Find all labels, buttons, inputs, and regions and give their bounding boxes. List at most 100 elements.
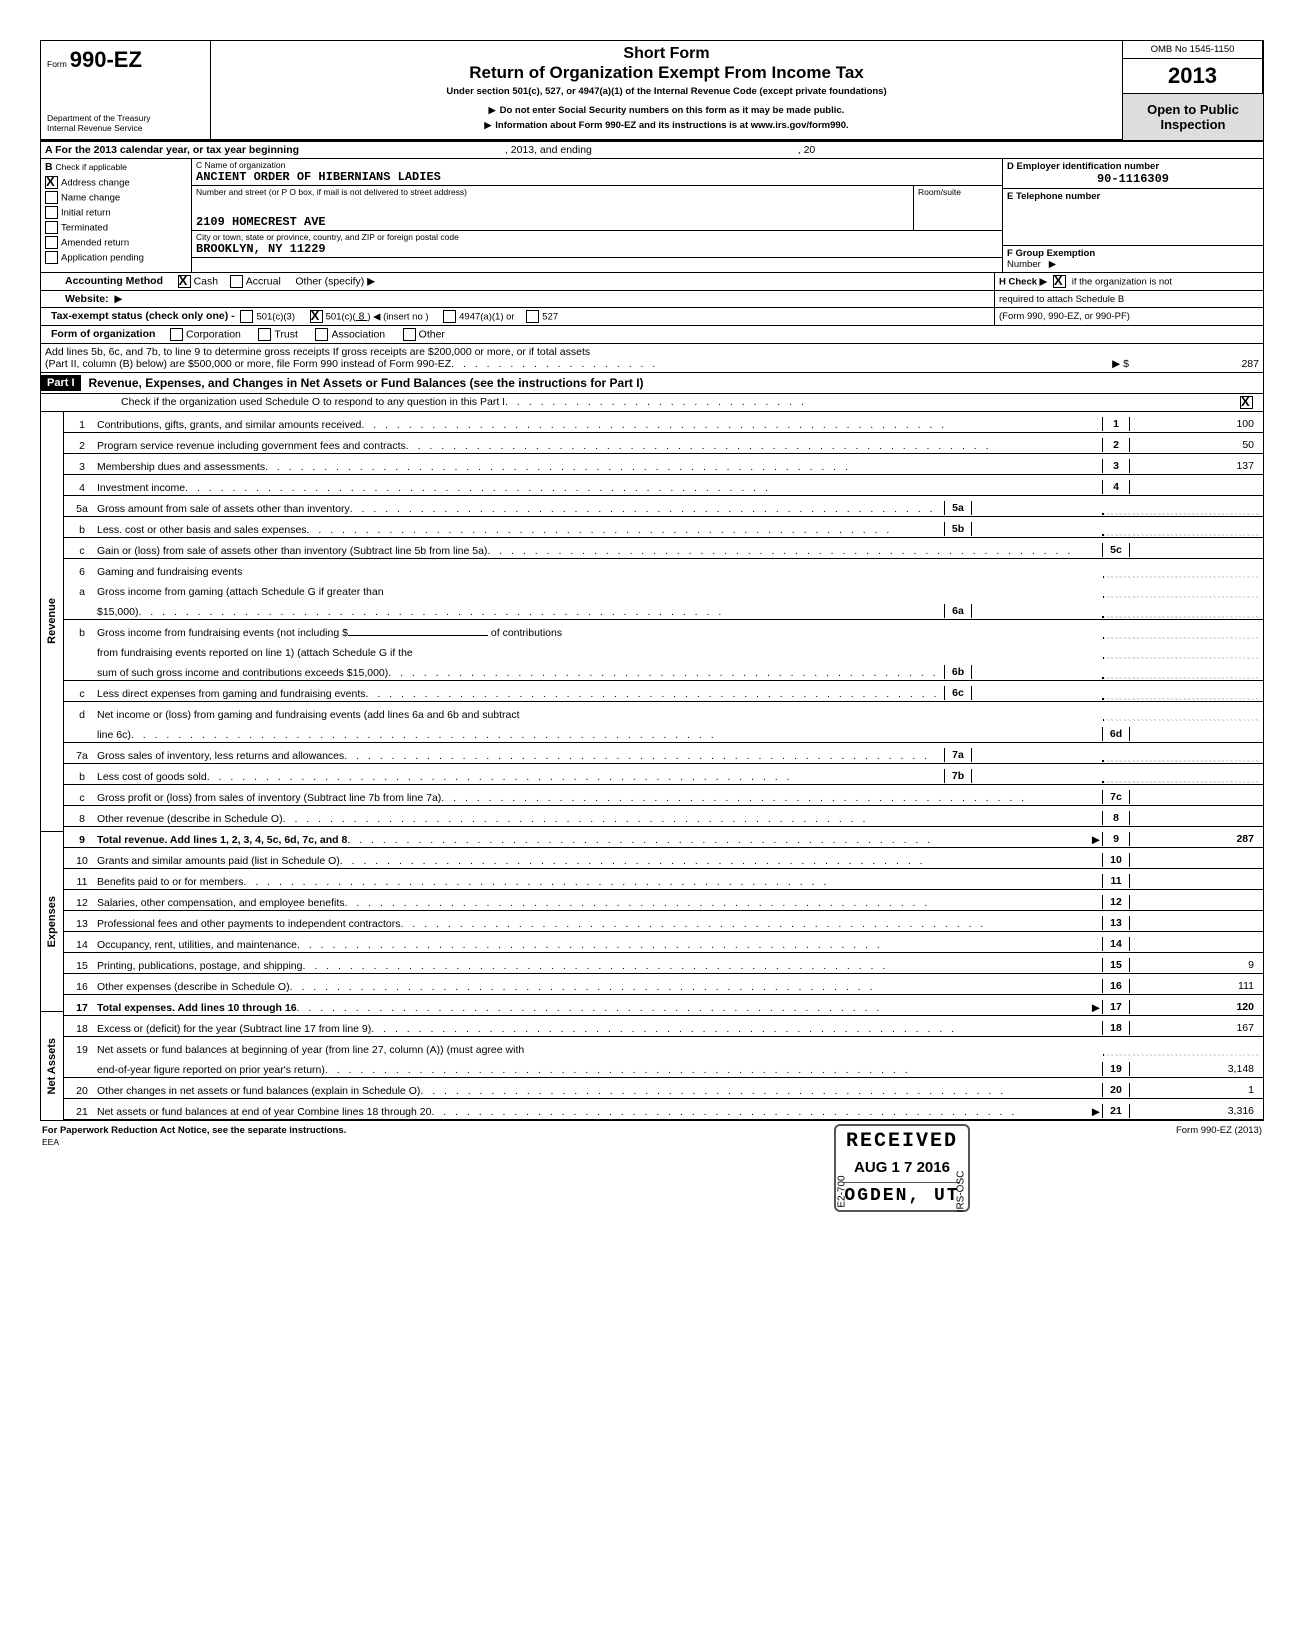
line-amt xyxy=(972,698,1103,700)
line-amt: 9 xyxy=(1130,958,1260,972)
org-name: ANCIENT ORDER OF HIBERNIANS LADIES xyxy=(196,170,998,184)
j-c3-checkbox[interactable] xyxy=(240,310,253,323)
b-checkbox[interactable] xyxy=(45,251,58,264)
b-checkbox[interactable] xyxy=(45,206,58,219)
c-name-label: C Name of organization xyxy=(196,160,998,170)
line-amt: 137 xyxy=(1130,459,1260,473)
dots: . . . . . . . . . . . . . . . . . . xyxy=(451,358,1112,370)
f-arrow: ▶ xyxy=(1049,259,1056,270)
line-label: Gain or (loss) from sale of assets other… xyxy=(97,545,487,557)
line-num: d xyxy=(67,709,97,721)
line-label: from fundraising events reported on line… xyxy=(97,647,1103,659)
dots: . . . . . . . . . . . . . . . . . . . . … xyxy=(344,750,944,762)
line-label: Net income or (loss) from gaming and fun… xyxy=(97,709,1103,721)
shade-box xyxy=(1103,576,1130,578)
shade-amt xyxy=(1130,576,1260,578)
j-527-checkbox[interactable] xyxy=(526,310,539,323)
line-17: 17 Total expenses. Add lines 10 through … xyxy=(64,995,1263,1016)
dots: . . . . . . . . . . . . . . . . . . . . … xyxy=(185,482,1102,494)
inspection: Inspection xyxy=(1125,117,1261,132)
header-row: Form 990-EZ Department of the Treasury I… xyxy=(41,41,1263,142)
k-trust-checkbox[interactable] xyxy=(258,328,271,341)
part1-check-text: Check if the organization used Schedule … xyxy=(121,396,505,409)
cash-checkbox[interactable] xyxy=(178,275,191,288)
year: 2013 xyxy=(1123,59,1263,94)
line-num: b xyxy=(67,771,97,783)
dots: . . . . . . . . . . . . . . . . . . . . … xyxy=(365,688,944,700)
stamp-ogden: OGDEN, UT xyxy=(844,1182,959,1206)
line-19-2: end-of-year figure reported on prior yea… xyxy=(64,1057,1263,1078)
line-num: 7a xyxy=(67,750,97,762)
line-7a: 7a Gross sales of inventory, less return… xyxy=(64,743,1263,764)
warn1: Do not enter Social Security numbers on … xyxy=(500,105,845,116)
shade-amt xyxy=(1130,698,1260,700)
dots: . . . . . . . . . . . . . . . . . . . . … xyxy=(302,960,1102,972)
dots: . . . . . . . . . . . . . . . . . . . . … xyxy=(344,897,1102,909)
k-corp-checkbox[interactable] xyxy=(170,328,183,341)
k-other-checkbox[interactable] xyxy=(403,328,416,341)
line-box: 7b xyxy=(944,769,972,783)
line-box: 11 xyxy=(1102,874,1130,888)
line-label: Gaming and fundraising events xyxy=(97,566,1103,578)
j-c3: 501(c)(3) xyxy=(256,311,295,322)
line-6d-2: line 6c). . . . . . . . . . . . . . . . … xyxy=(64,722,1263,743)
line-label: Printing, publications, postage, and shi… xyxy=(97,960,302,972)
line-num: c xyxy=(67,792,97,804)
b-checkbox[interactable] xyxy=(45,191,58,204)
line-label: line 6c) xyxy=(97,729,131,741)
section-a: A For the 2013 calendar year, or tax yea… xyxy=(41,142,1263,159)
line-18: 18 Excess or (deficit) for the year (Sub… xyxy=(64,1016,1263,1037)
f-label2: Number xyxy=(1007,259,1041,270)
j-527: 527 xyxy=(542,311,558,322)
dots: . . . . . . . . . . . . . . . . . . . . … xyxy=(406,440,1102,452)
line-box: 19 xyxy=(1102,1062,1130,1076)
b-item: Address change xyxy=(41,175,191,190)
b-checkbox[interactable] xyxy=(45,236,58,249)
line-label: Less cost of goods sold xyxy=(97,771,207,783)
b-item: Terminated xyxy=(41,220,191,235)
b-checkbox[interactable] xyxy=(45,221,58,234)
line-box: 6b xyxy=(944,665,972,679)
shade-box xyxy=(1103,513,1130,515)
g-arrow: ▶ xyxy=(367,275,375,287)
k-assoc-checkbox[interactable] xyxy=(315,328,328,341)
bcdef-block: B Check if applicable Address changeName… xyxy=(41,159,1263,272)
j-c-num: 8 xyxy=(359,310,365,322)
dots: . . . . . . . . . . . . . . . . . . . . … xyxy=(243,876,1102,888)
j-4947: 4947(a)(1) or xyxy=(459,311,514,322)
b-item: Amended return xyxy=(41,235,191,250)
line-amt xyxy=(1130,949,1260,951)
shade-amt xyxy=(1130,781,1260,783)
line-num: b xyxy=(67,524,97,536)
line-label: Salaries, other compensation, and employ… xyxy=(97,897,344,909)
j-c-checkbox[interactable] xyxy=(310,310,323,323)
c-addr-label: Number and street (or P O box, if mail i… xyxy=(196,187,909,197)
a-label: A For the 2013 calendar year, or tax yea… xyxy=(45,144,299,156)
accrual-checkbox[interactable] xyxy=(230,275,243,288)
stamp-date: AUG 1 7 2016 xyxy=(844,1159,959,1176)
b-checkbox[interactable] xyxy=(45,176,58,189)
ein: 90-1116309 xyxy=(1007,172,1259,186)
h-checkbox[interactable] xyxy=(1053,275,1066,288)
line-box: 13 xyxy=(1102,916,1130,930)
part1-checkbox[interactable] xyxy=(1240,396,1253,409)
line-box: 18 xyxy=(1102,1021,1130,1035)
dots: . . . . . . . . . . . . . . . . . . . . … xyxy=(505,396,1240,409)
dots: . . . . . . . . . . . . . . . . . . . . … xyxy=(361,419,1102,431)
line-label: Gross income from fundraising events (no… xyxy=(97,627,348,639)
j-4947-checkbox[interactable] xyxy=(443,310,456,323)
line-num: 5a xyxy=(67,503,97,515)
line-10: 10 Grants and similar amounts paid (list… xyxy=(64,848,1263,869)
line-amt xyxy=(1130,802,1260,804)
i-label: Website: xyxy=(65,293,109,305)
line-13: 13 Professional fees and other payments … xyxy=(64,911,1263,932)
dots: . . . . . . . . . . . . . . . . . . . . … xyxy=(131,729,1102,741)
line-num: 9 xyxy=(67,834,97,846)
line-box: 2 xyxy=(1102,438,1130,452)
warn2: Information about Form 990-EZ and its in… xyxy=(495,120,848,131)
b-item-label: Address change xyxy=(61,177,130,188)
line-label: sum of such gross income and contributio… xyxy=(97,667,388,679)
line-9: 9 Total revenue. Add lines 1, 2, 3, 4, 5… xyxy=(64,827,1263,848)
line-box: 5c xyxy=(1102,543,1130,557)
b-item: Name change xyxy=(41,190,191,205)
